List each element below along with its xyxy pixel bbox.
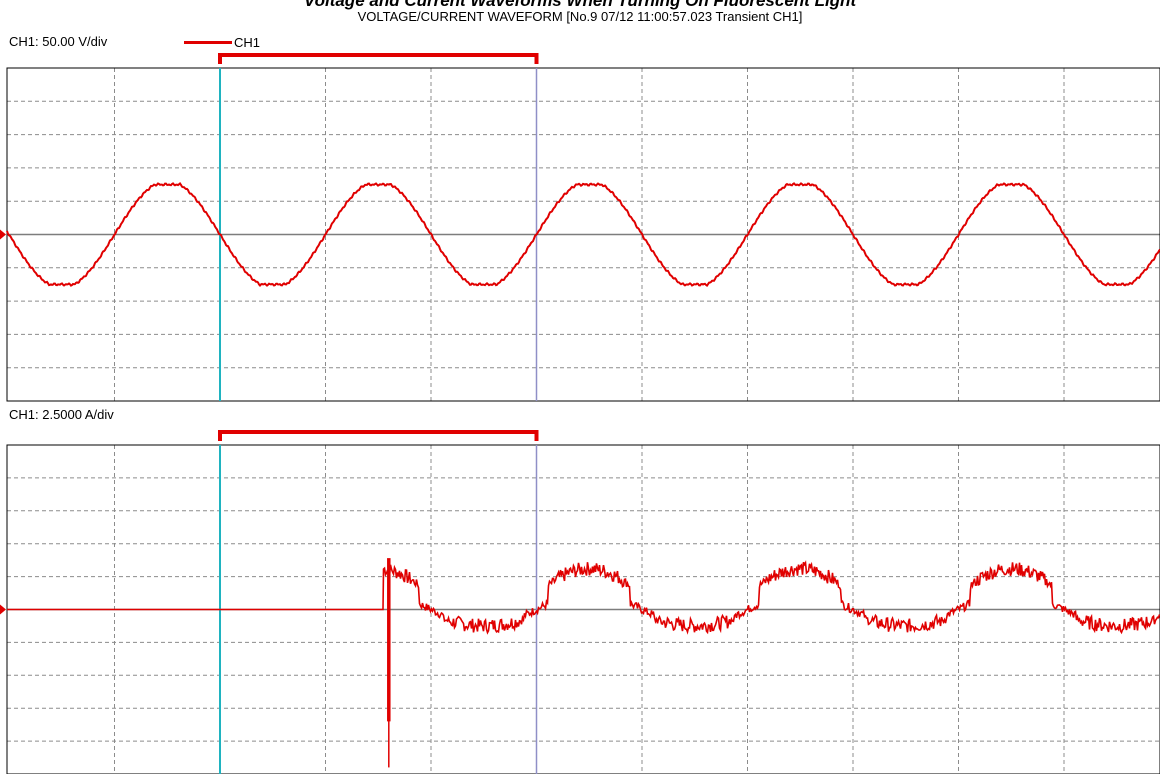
cursor-range-bracket	[218, 53, 539, 64]
plot-frame	[6, 67, 1160, 402]
current-trace	[7, 560, 1160, 635]
trigger-marker	[0, 604, 6, 615]
cursor-range-bracket	[218, 430, 539, 441]
current-scale-label: CH1: 2.5000 A/div	[9, 407, 114, 422]
voltage-trace	[6, 182, 1160, 287]
chart-subtitle: VOLTAGE/CURRENT WAVEFORM [No.9 07/12 11:…	[357, 9, 803, 24]
legend-swatch	[184, 40, 232, 44]
voltage-scale-label: CH1: 50.00 V/div	[9, 34, 108, 49]
legend-label: CH1	[234, 34, 261, 50]
trigger-marker	[0, 229, 6, 240]
legend: CH1	[184, 34, 260, 50]
current-panel	[0, 430, 1160, 774]
chart-title: Voltage and Current Waveforms When Turni…	[303, 0, 857, 10]
voltage-panel	[0, 53, 1160, 402]
